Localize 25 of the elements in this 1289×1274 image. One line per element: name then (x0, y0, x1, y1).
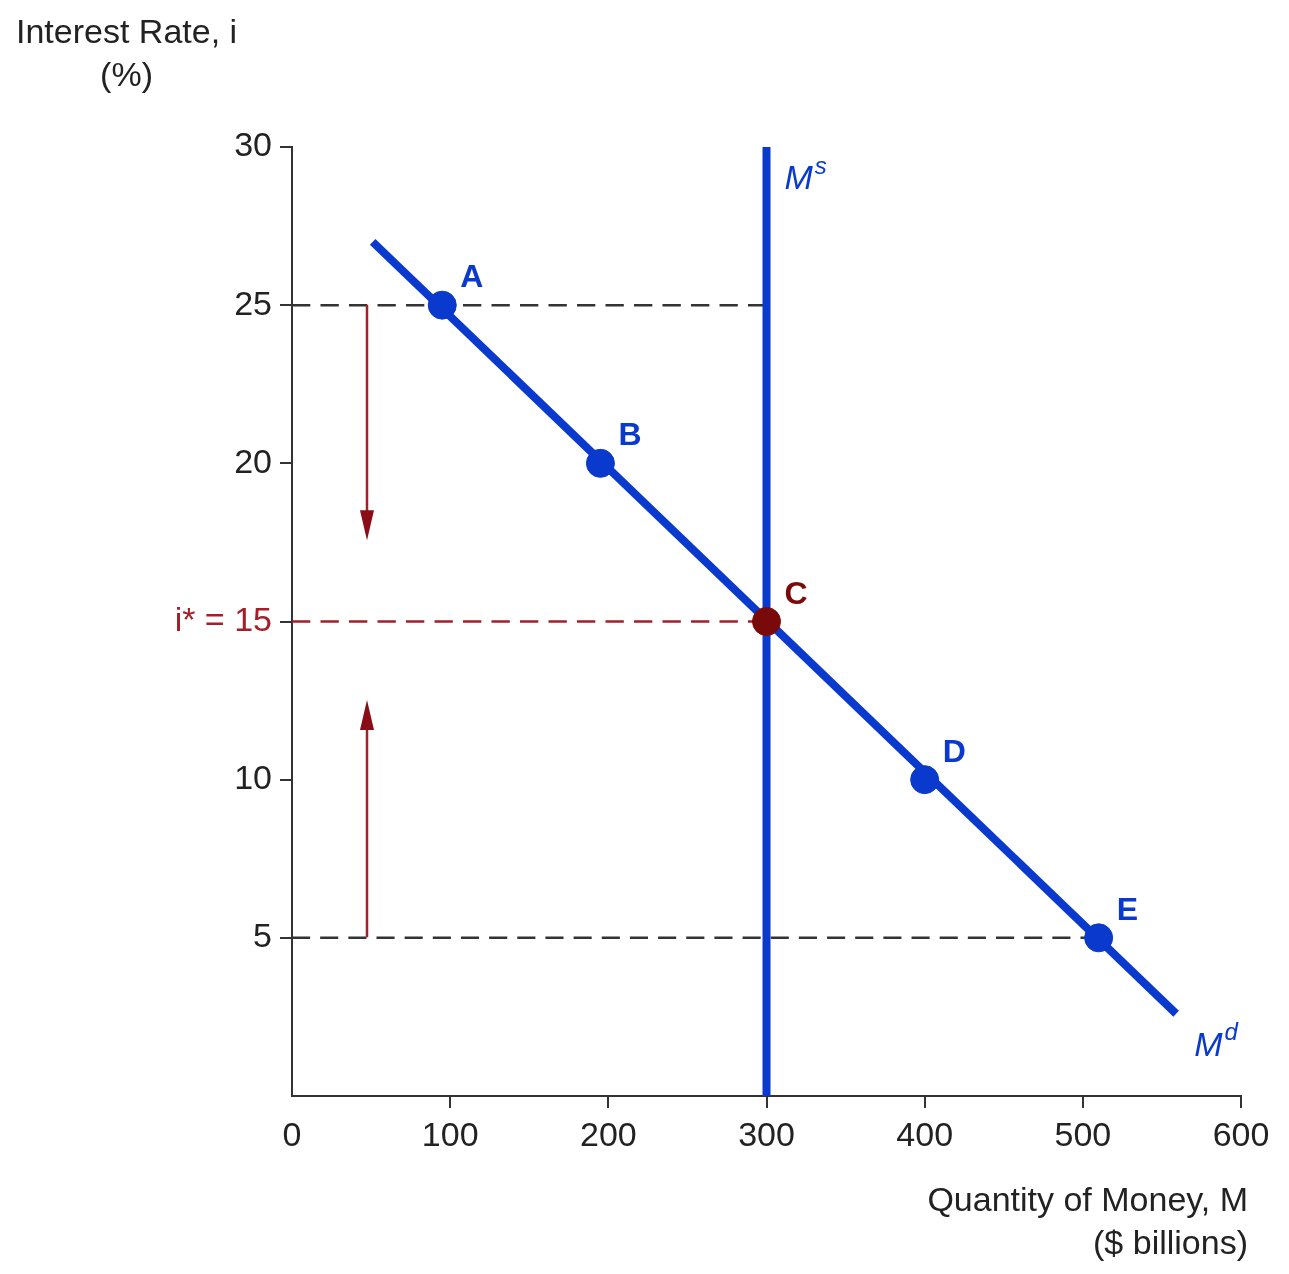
annotation: B (618, 416, 642, 453)
point (910, 765, 940, 795)
x-tick-label: 600 (1212, 1114, 1270, 1153)
x-tick-label: 200 (579, 1114, 637, 1153)
point (1084, 923, 1114, 953)
point (585, 448, 615, 478)
point (427, 290, 457, 320)
x-tick-label: 300 (738, 1114, 795, 1153)
x-tick-label: 100 (421, 1114, 479, 1153)
x-tick-label: 0 (282, 1114, 302, 1153)
y-tick-label: 10 (234, 758, 272, 797)
annotation: A (460, 258, 484, 295)
y-tick-label: 20 (234, 441, 272, 480)
annotation: D (942, 732, 966, 769)
y-tick-label: 30 (234, 125, 272, 164)
y-tick-label: 5 (253, 916, 272, 955)
y-tick-label: i* = 15 (174, 599, 272, 638)
y-axis-title: Interest Rate, i (%) (16, 11, 238, 95)
x-tick-label: 400 (896, 1114, 954, 1153)
x-axis-title: Quantity of Money, M ($ billions) (927, 1179, 1248, 1263)
annotation: E (1116, 890, 1138, 927)
annotation: C (784, 574, 808, 611)
y-tick-label: 25 (234, 283, 272, 322)
x-tick-label: 500 (1054, 1114, 1112, 1153)
point (752, 607, 781, 636)
